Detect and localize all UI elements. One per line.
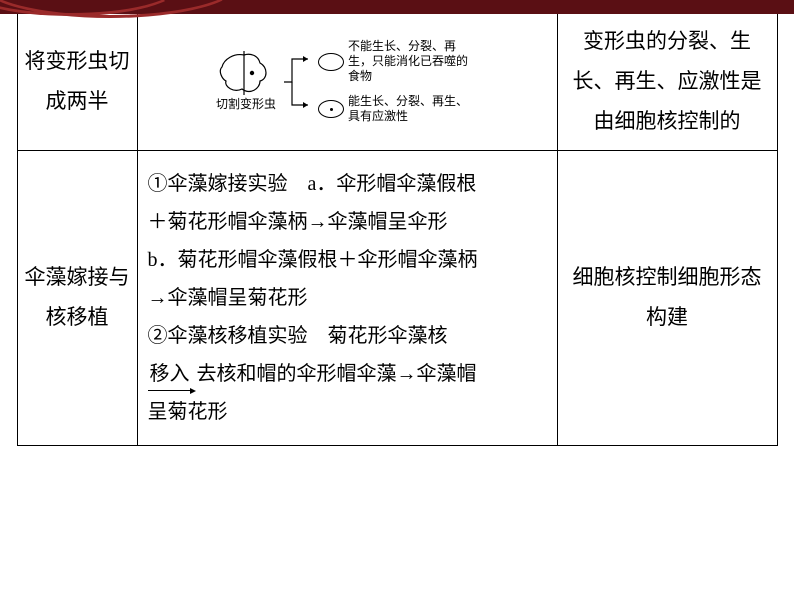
cell-without-nucleus-icon	[318, 53, 344, 71]
branch-bottom: 能生长、分裂、再生、具有应激性	[318, 94, 478, 124]
line7: 呈菊花形	[148, 401, 228, 423]
arrow-label-transfer: 移入	[148, 355, 192, 393]
line4: →伞藻帽呈菊花形	[148, 287, 308, 309]
amoeba-shape	[216, 51, 272, 95]
row1-conclusion: 变形虫的分裂、生长、再生、应激性是由细胞核控制的	[557, 14, 777, 150]
table-row: 伞藻嫁接与核移植 ①伞藻嫁接实验 a．伞形帽伞藻假根 ＋菊花形帽伞藻柄→伞藻帽呈…	[17, 150, 777, 445]
content-table: 将变形虫切成两半 切割变形虫	[17, 14, 778, 446]
cell-with-nucleus-icon	[318, 100, 344, 118]
diagram-caption: 切割变形虫	[216, 97, 276, 113]
row2-description: ①伞藻嫁接实验 a．伞形帽伞藻假根 ＋菊花形帽伞藻柄→伞藻帽呈伞形 b．菊花形帽…	[137, 150, 557, 445]
row1-diagram-cell: 切割变形虫 不能生长、分裂、再生，只能消化已吞噬的食物	[137, 14, 557, 150]
row2-conclusion: 细胞核控制细胞形态构建	[557, 150, 777, 445]
top-banner	[0, 0, 794, 14]
amoeba-diagram: 切割变形虫 不能生长、分裂、再生，只能消化已吞噬的食物	[142, 39, 553, 124]
branch-lines	[282, 47, 312, 117]
branch-bottom-text: 能生长、分裂、再生、具有应激性	[348, 94, 478, 124]
line2: ＋菊花形帽伞藻柄→伞藻帽呈伞形	[148, 211, 448, 233]
line1: ①伞藻嫁接实验 a．伞形帽伞藻假根	[148, 173, 477, 195]
branch-top-text: 不能生长、分裂、再生，只能消化已吞噬的食物	[348, 39, 478, 84]
branch-top: 不能生长、分裂、再生，只能消化已吞噬的食物	[318, 39, 478, 84]
row2-experiment-name: 伞藻嫁接与核移植	[17, 150, 137, 445]
line5: ②伞藻核移植实验 菊花形伞藻核	[148, 325, 448, 347]
branch-results: 不能生长、分裂、再生，只能消化已吞噬的食物 能生长、分裂、再生、具有应激性	[318, 39, 478, 124]
row1-experiment-name: 将变形虫切成两半	[17, 14, 137, 150]
line6: 去核和帽的伞形帽伞藻→伞藻帽	[197, 363, 477, 385]
line3: b．菊花形帽伞藻假根＋伞形帽伞藻柄	[148, 249, 478, 271]
table-row: 将变形虫切成两半 切割变形虫	[17, 14, 777, 150]
